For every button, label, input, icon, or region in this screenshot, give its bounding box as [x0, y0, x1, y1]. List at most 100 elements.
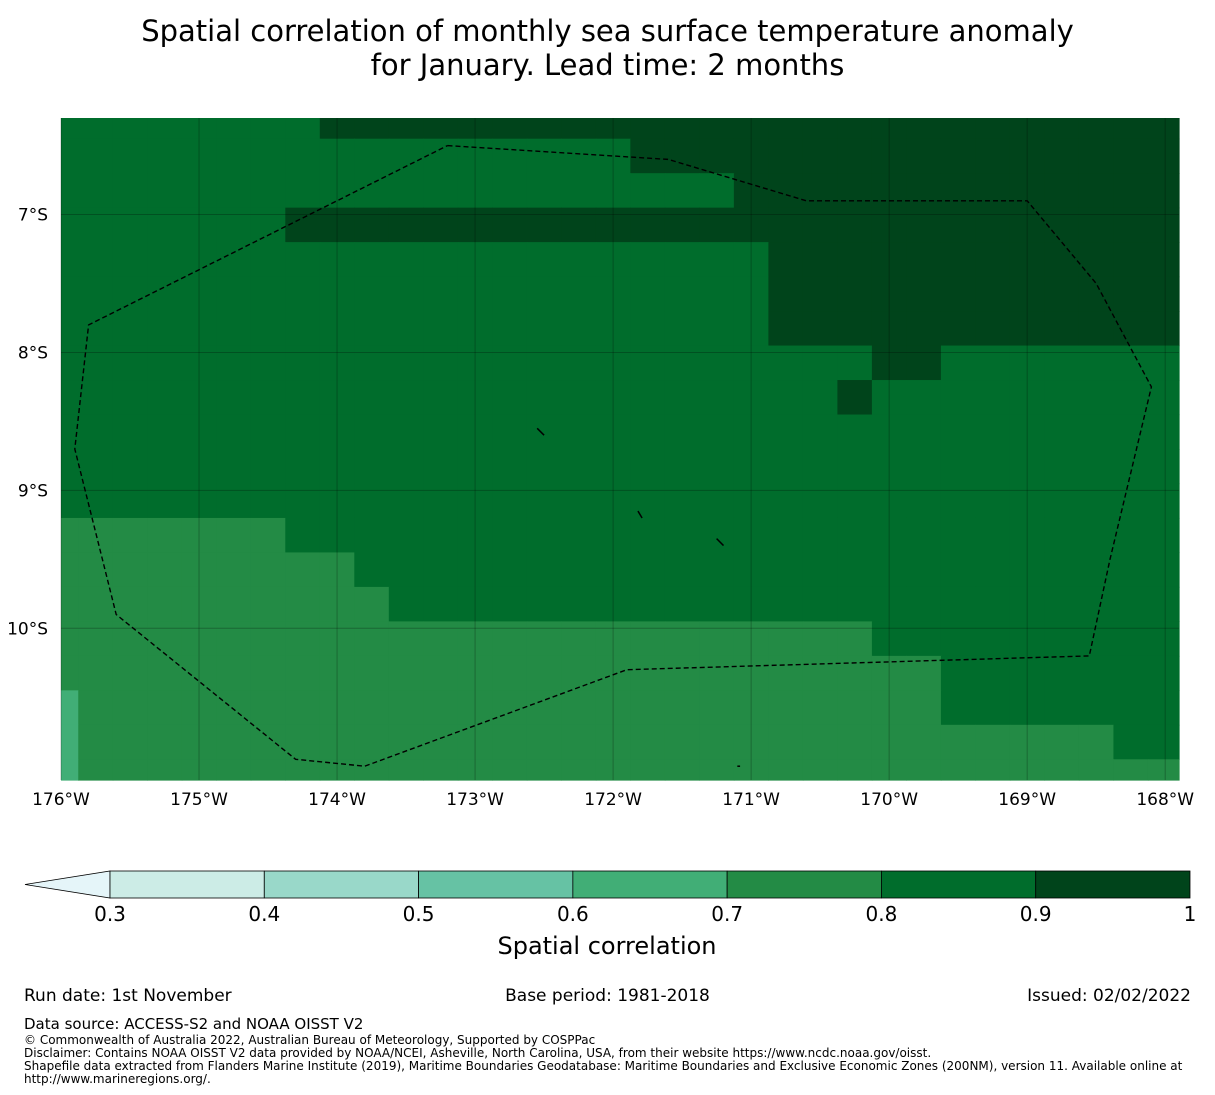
grid-cell [595, 242, 631, 278]
grid-cell [975, 724, 1011, 760]
grid-cell [871, 586, 908, 622]
grid-cell [457, 552, 493, 588]
grid-cell [319, 586, 355, 622]
grid-cell [216, 655, 252, 691]
grid-cell [733, 655, 769, 691]
grid-cell [388, 724, 424, 760]
grid-cell [837, 276, 873, 312]
grid-cell [319, 380, 355, 416]
islands [536, 427, 741, 767]
grid-cell [354, 345, 390, 381]
grid-cell [319, 414, 355, 450]
grid-cell [906, 242, 942, 278]
grid-cell [181, 138, 217, 174]
grid-cell [250, 690, 286, 726]
grid-cell [733, 449, 769, 485]
grid-cell [285, 586, 321, 622]
grid-cell [181, 449, 217, 485]
grid-cell [319, 621, 355, 657]
grid-cell [526, 655, 562, 691]
grid-cell [61, 655, 79, 691]
grid-cell [216, 586, 252, 622]
grid-cell [1009, 276, 1046, 312]
grid-cell [526, 483, 562, 519]
grid-cell [147, 138, 183, 174]
grid-cell [250, 118, 286, 140]
grid-cell [112, 724, 148, 760]
grid-cell [423, 311, 459, 347]
grid-cell [250, 242, 286, 278]
grid-cell [733, 207, 769, 243]
grid-cell [457, 690, 493, 726]
grid-cell [664, 586, 700, 622]
grid-cell [768, 621, 804, 657]
grid-cell [526, 414, 562, 450]
grid-cell [630, 621, 666, 657]
island-mark [536, 427, 545, 436]
grid-cell [147, 655, 183, 691]
grid-cell [526, 173, 562, 209]
grid-cell [457, 311, 493, 347]
grid-cell [595, 552, 631, 588]
grid-cell [78, 173, 114, 209]
grid-cell [354, 276, 390, 312]
grid-cell [940, 207, 977, 243]
grid-cell [1147, 414, 1180, 450]
grid-cell [354, 380, 390, 416]
grid-cell [423, 173, 459, 209]
grid-cell [699, 276, 735, 312]
grid-cell [492, 483, 528, 519]
grid-cell [1078, 517, 1115, 554]
grid-cell [423, 449, 459, 485]
grid-cell [181, 621, 217, 657]
grid-cell [250, 621, 286, 657]
grid-cell [181, 552, 217, 588]
grid-cell [388, 552, 424, 588]
grid-cell [940, 242, 977, 278]
grid-cell [664, 517, 700, 554]
grid-cell [423, 380, 459, 416]
grid-cell [1147, 118, 1180, 140]
grid-cell [699, 345, 735, 381]
grid-cell [595, 449, 631, 485]
grid-cell [802, 242, 838, 278]
grid-cell [354, 690, 390, 726]
title-line-1: Spatial correlation of monthly sea surfa… [141, 14, 1074, 48]
grid-cell [526, 311, 562, 347]
grid-cell [768, 483, 804, 519]
grid-cell [1009, 345, 1046, 381]
grid-cell [526, 242, 562, 278]
grid-cell [1113, 380, 1149, 416]
grid-cell [1147, 449, 1180, 485]
grid-cell [699, 449, 735, 485]
grid-cell [871, 242, 908, 278]
grid-cell [526, 724, 562, 760]
grid-cell [181, 414, 217, 450]
grid-cell [837, 345, 873, 381]
grid-cell [906, 517, 942, 554]
colorbar-tick-labels: 0.3 0.4 0.5 0.6 0.7 0.8 0.9 1 [94, 902, 1196, 926]
grid-cell [147, 276, 183, 312]
grid-cell [250, 517, 286, 554]
grid-cell [423, 690, 459, 726]
colorbar-tick-label: 0.9 [1020, 902, 1052, 926]
grid-cell [457, 414, 493, 450]
grid-cell [492, 414, 528, 450]
grid-cell [112, 517, 148, 554]
grid-cell [630, 449, 666, 485]
grid-cell [871, 449, 908, 485]
grid-cell [1078, 242, 1115, 278]
grid-cell [664, 207, 700, 243]
grid-cell [630, 483, 666, 519]
grid-cell [492, 207, 528, 243]
grid-cell [388, 242, 424, 278]
grid-cell [78, 655, 114, 691]
grid-cell [492, 586, 528, 622]
grid-cell [1078, 118, 1115, 140]
grid-cell [768, 449, 804, 485]
grid-cell [906, 311, 942, 347]
grid-cell [112, 311, 148, 347]
grid-cell [802, 517, 838, 554]
grid-cell [492, 118, 528, 140]
grid-cell [1078, 690, 1115, 726]
